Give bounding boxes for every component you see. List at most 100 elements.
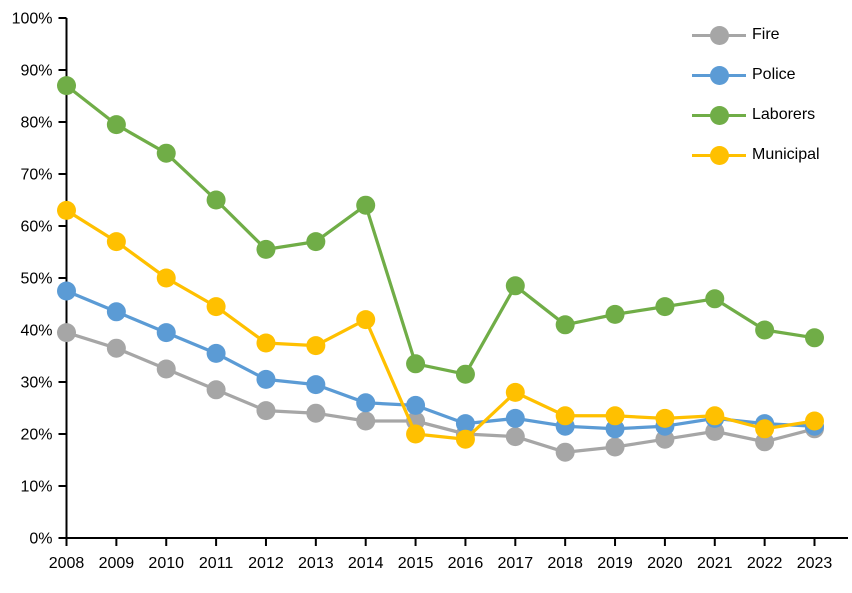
- data-point-police-2010: [156, 323, 176, 343]
- data-point-fire-2017: [505, 427, 525, 447]
- data-point-police-2011: [206, 343, 226, 363]
- data-point-municipal-2023: [805, 411, 825, 431]
- series-line-fire: [64, 330, 817, 454]
- legend: Fire Police Laborers Municipal: [692, 15, 820, 175]
- y-tick-label: 50%: [20, 271, 52, 288]
- data-point-laborers-2015: [406, 354, 426, 374]
- legend-dot-icon: [709, 65, 729, 85]
- x-tick-label: 2023: [797, 555, 833, 572]
- data-point-laborers-2018: [555, 315, 575, 335]
- data-point-municipal-2022: [755, 419, 775, 439]
- y-tick-label: 20%: [20, 427, 52, 444]
- legend-swatch-municipal: [692, 145, 746, 165]
- legend-dot-icon: [709, 145, 729, 165]
- data-point-police-2017: [505, 408, 525, 428]
- data-point-laborers-2011: [206, 190, 226, 210]
- x-tick-label: 2021: [697, 555, 733, 572]
- data-point-fire-2012: [256, 401, 276, 421]
- data-point-fire-2021: [705, 421, 725, 441]
- legend-label-municipal: Municipal: [752, 146, 820, 163]
- data-point-municipal-2012: [256, 333, 276, 353]
- legend-swatch-laborers: [692, 105, 746, 125]
- data-point-municipal-2016: [455, 429, 475, 449]
- legend-swatch-police: [692, 65, 746, 85]
- data-point-fire-2018: [555, 442, 575, 462]
- data-point-fire-2008: [57, 323, 76, 343]
- y-tick-label: 40%: [20, 323, 52, 340]
- data-point-municipal-2009: [106, 232, 126, 252]
- y-tick-label: 100%: [12, 11, 53, 28]
- data-point-laborers-2012: [256, 239, 276, 259]
- legend-item-laborers: Laborers: [692, 95, 820, 135]
- data-point-municipal-2020: [655, 408, 675, 428]
- data-point-police-2014: [356, 393, 376, 413]
- x-tick-label: 2008: [49, 555, 85, 572]
- data-point-police-2019: [605, 419, 625, 439]
- data-point-municipal-2013: [306, 336, 326, 356]
- data-point-fire-2011: [206, 380, 226, 400]
- data-point-laborers-2019: [605, 304, 625, 324]
- y-tick-label: 90%: [20, 63, 52, 80]
- legend-label-fire: Fire: [752, 26, 780, 43]
- x-tick-label: 2016: [448, 555, 484, 572]
- data-point-police-2008: [57, 281, 76, 301]
- x-tick-label: 2018: [547, 555, 583, 572]
- data-point-police-2013: [306, 375, 326, 395]
- y-tick-label: 30%: [20, 375, 52, 392]
- data-point-municipal-2021: [705, 406, 725, 426]
- x-tick-label: 2017: [498, 555, 534, 572]
- x-tick-label: 2013: [298, 555, 334, 572]
- data-point-laborers-2013: [306, 232, 326, 252]
- x-tick-label: 2012: [248, 555, 284, 572]
- legend-dot-icon: [709, 105, 729, 125]
- data-point-police-2015: [406, 395, 426, 415]
- data-point-laborers-2016: [455, 364, 475, 384]
- data-point-laborers-2023: [805, 328, 825, 348]
- y-tick-label: 60%: [20, 219, 52, 236]
- data-point-laborers-2014: [356, 195, 376, 215]
- y-tick-label: 80%: [20, 115, 52, 132]
- legend-item-police: Police: [692, 55, 820, 95]
- legend-dot-icon: [709, 25, 729, 45]
- series-line-laborers: [64, 83, 817, 376]
- data-point-municipal-2019: [605, 406, 625, 426]
- data-point-laborers-2017: [505, 276, 525, 296]
- x-tick-label: 2015: [398, 555, 434, 572]
- data-point-laborers-2010: [156, 143, 176, 163]
- x-tick-label: 2019: [597, 555, 633, 572]
- data-point-municipal-2015: [406, 424, 426, 444]
- data-point-municipal-2011: [206, 297, 226, 317]
- data-point-municipal-2014: [356, 310, 376, 330]
- data-point-police-2016: [455, 414, 475, 434]
- data-point-laborers-2022: [755, 320, 775, 340]
- x-tick-label: 2009: [99, 555, 135, 572]
- x-tick-label: 2022: [747, 555, 783, 572]
- legend-item-fire: Fire: [692, 15, 820, 55]
- data-point-fire-2020: [655, 429, 675, 449]
- data-point-fire-2009: [106, 338, 126, 358]
- data-point-laborers-2021: [705, 289, 725, 309]
- y-tick-label: 70%: [20, 167, 52, 184]
- data-point-laborers-2020: [655, 297, 675, 317]
- data-point-municipal-2017: [505, 382, 525, 402]
- data-point-laborers-2008: [57, 76, 76, 96]
- data-point-police-2009: [106, 302, 126, 322]
- series-line-police: [64, 289, 817, 431]
- y-tick-label: 10%: [20, 479, 52, 496]
- x-tick-label: 2014: [348, 555, 384, 572]
- series-line-municipal: [64, 208, 817, 441]
- data-point-laborers-2009: [106, 115, 126, 135]
- y-tick-label: 0%: [29, 531, 52, 548]
- legend-swatch-fire: [692, 25, 746, 45]
- data-point-fire-2010: [156, 359, 176, 379]
- data-point-fire-2019: [605, 437, 625, 457]
- data-point-fire-2014: [356, 411, 376, 431]
- legend-label-police: Police: [752, 66, 796, 83]
- x-tick-label: 2011: [199, 555, 234, 572]
- data-point-municipal-2008: [57, 200, 76, 220]
- data-point-municipal-2018: [555, 406, 575, 426]
- data-point-municipal-2010: [156, 268, 176, 288]
- data-point-fire-2022: [755, 432, 775, 452]
